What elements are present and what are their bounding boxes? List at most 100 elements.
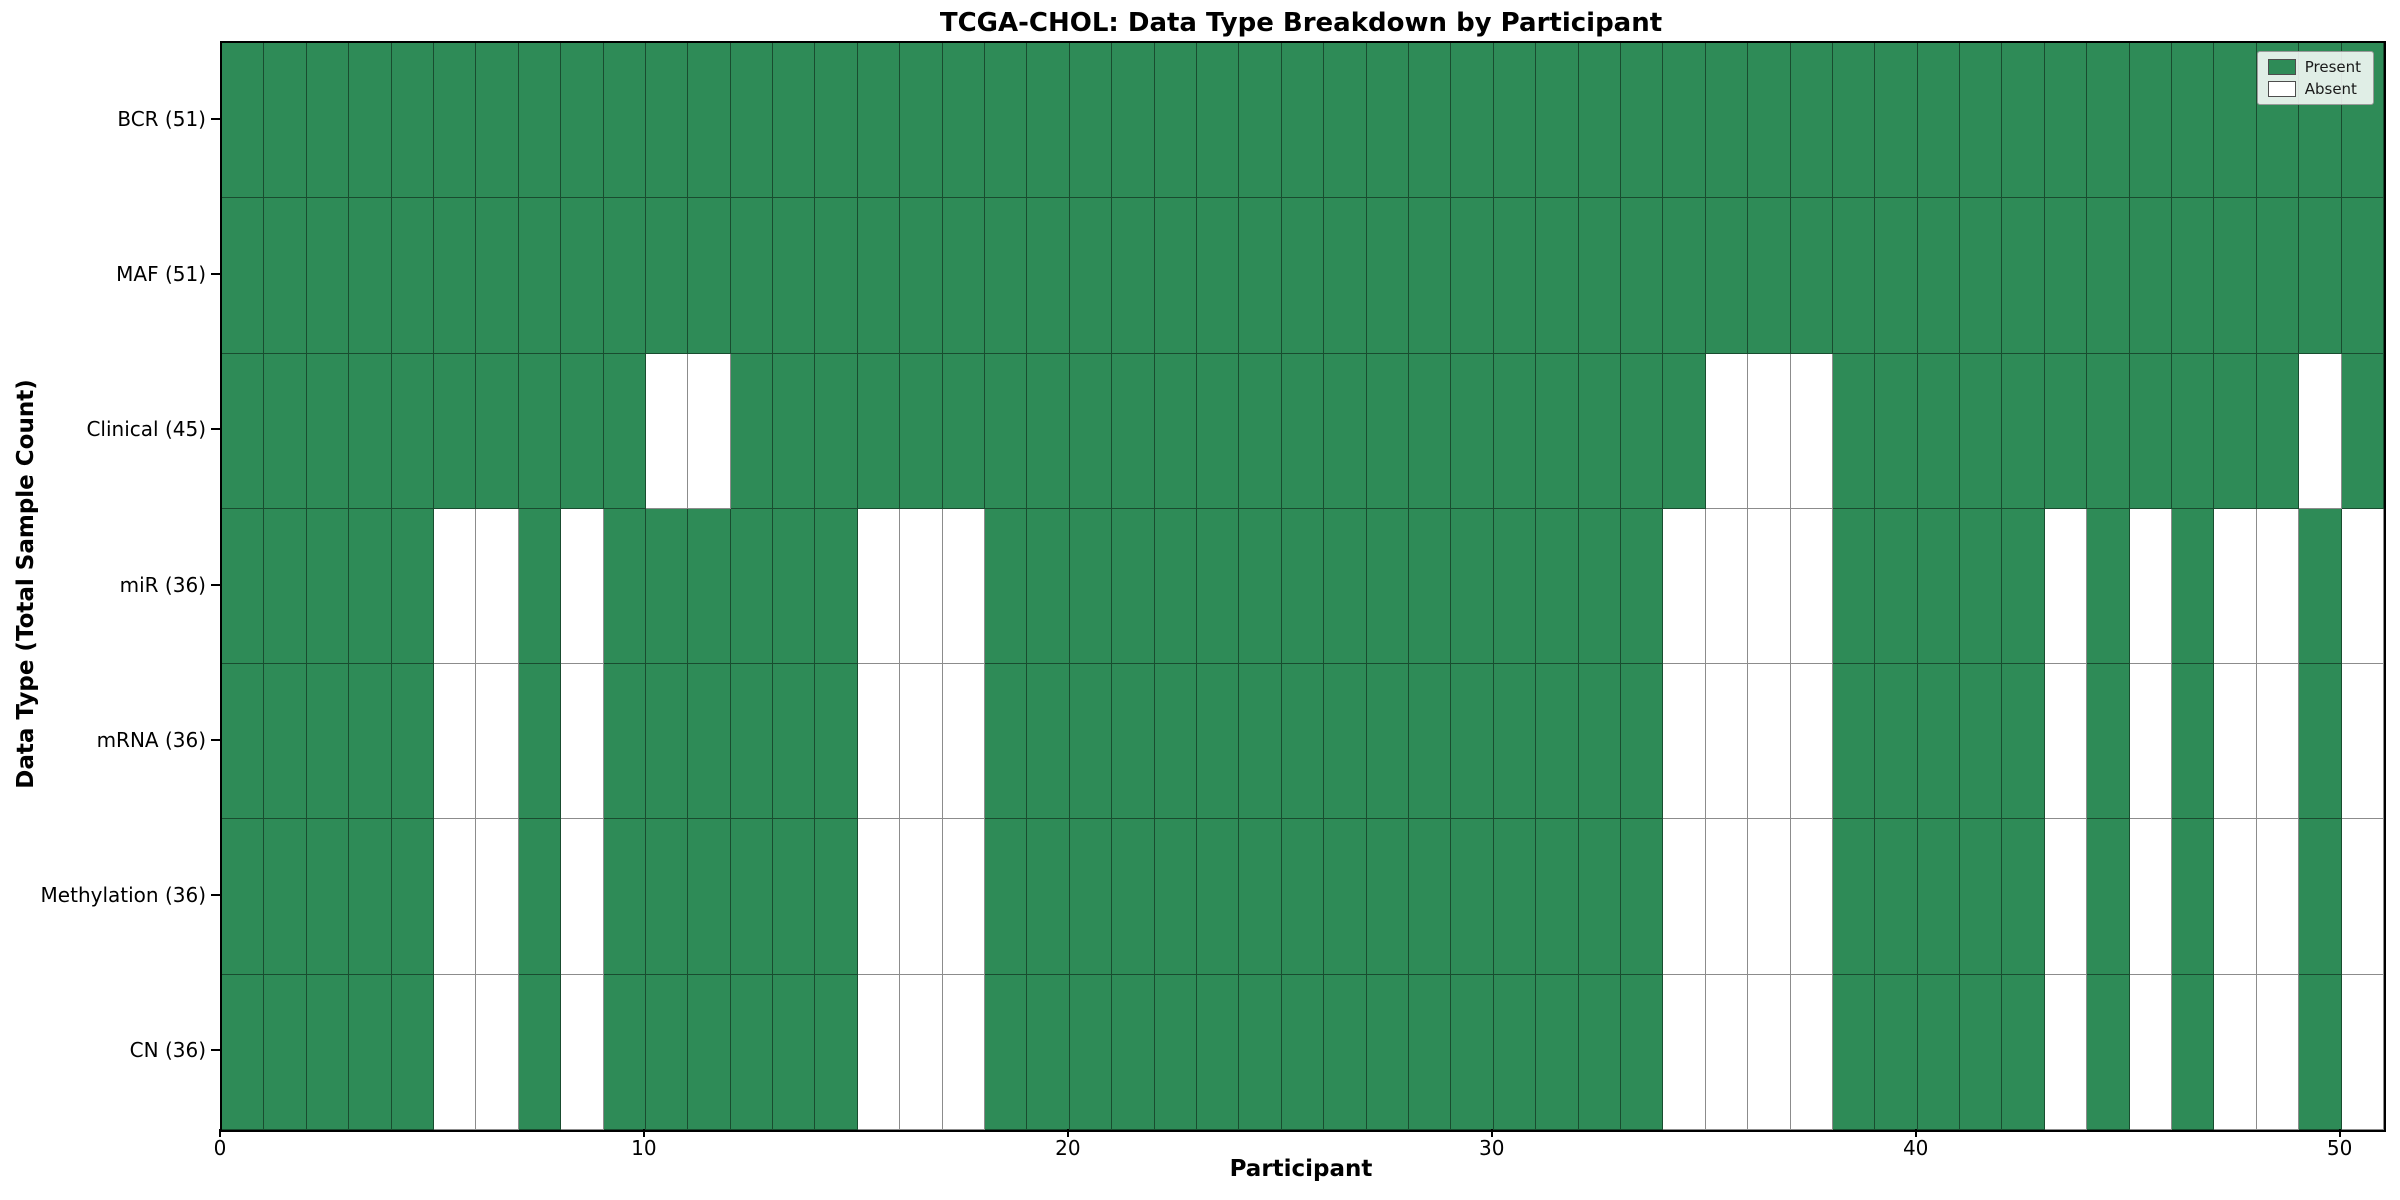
heatmap-cell: [476, 198, 519, 354]
heatmap-cell: [2256, 198, 2300, 354]
heatmap-cell: [1536, 508, 1579, 665]
heatmap-cell: [1960, 819, 2003, 975]
heatmap-cell: [773, 353, 816, 509]
heatmap-cell: [264, 819, 307, 975]
heatmap-cell: [1493, 198, 1537, 354]
heatmap-cell: [476, 508, 519, 665]
heatmap-cell: [2044, 508, 2088, 665]
heatmap-cell: [1112, 43, 1155, 199]
heatmap-cell: [306, 198, 350, 354]
heatmap-cell: [391, 198, 434, 354]
heatmap-cell: [1875, 198, 1918, 354]
heatmap-cell: [1620, 819, 1664, 975]
heatmap-cell: [730, 198, 774, 354]
heatmap-cell: [433, 508, 477, 665]
heatmap-cell: [1875, 819, 1918, 975]
heatmap-cell: [1069, 974, 1113, 1130]
heatmap-cell: [1960, 43, 2003, 199]
heatmap-cell: [1493, 508, 1537, 665]
heatmap-cell: [306, 43, 350, 199]
heatmap-cell: [2002, 198, 2045, 354]
heatmap-cell: [1451, 508, 1494, 665]
heatmap-cell: [688, 664, 731, 820]
heatmap-cell: [2214, 353, 2257, 509]
heatmap-cell: [2087, 198, 2130, 354]
heatmap-cell: [985, 508, 1028, 665]
heatmap-cell: [1790, 353, 1833, 509]
heatmap-cell: [815, 198, 858, 354]
heatmap-cell: [1578, 974, 1621, 1130]
heatmap-cell: [1239, 819, 1282, 975]
heatmap-grid: [222, 43, 2384, 1130]
heatmap-cell: [1832, 353, 1876, 509]
heatmap-cell: [2341, 508, 2384, 665]
heatmap-cell: [900, 43, 943, 199]
heatmap-cell: [1832, 819, 1876, 975]
heatmap-cell: [815, 664, 858, 820]
heatmap-cell: [942, 43, 986, 199]
heatmap-cell: [1451, 43, 1494, 199]
heatmap-cell: [1790, 974, 1833, 1130]
heatmap-cell: [1324, 819, 1367, 975]
heatmap-cell: [1154, 819, 1198, 975]
heatmap-cell: [1790, 664, 1833, 820]
x-axis-label: Participant: [1229, 1156, 1373, 1182]
legend-item-absent: Absent: [2267, 81, 2361, 97]
heatmap-cell: [688, 43, 731, 199]
heatmap-cell: [1493, 664, 1537, 820]
heatmap-cell: [985, 198, 1028, 354]
heatmap-cell: [1197, 198, 1240, 354]
x-tick-mark: [642, 1129, 645, 1137]
heatmap-cell: [1790, 508, 1833, 665]
heatmap-cell: [1663, 974, 1706, 1130]
heatmap-cell: [1578, 508, 1621, 665]
heatmap-cell: [942, 508, 986, 665]
heatmap-cell: [518, 353, 562, 509]
heatmap-cell: [1875, 974, 1918, 1130]
heatmap-cell: [900, 508, 943, 665]
heatmap-cell: [2214, 198, 2257, 354]
heatmap-cell: [1197, 43, 1240, 199]
heatmap-cell: [900, 353, 943, 509]
heatmap-cell: [2299, 508, 2342, 665]
heatmap-cell: [1960, 198, 2003, 354]
heatmap-cell: [1366, 819, 1409, 975]
heatmap-cell: [1281, 974, 1325, 1130]
heatmap-cell: [1154, 353, 1198, 509]
heatmap-cell: [1069, 353, 1113, 509]
legend-label-present: Present: [2304, 57, 2361, 76]
heatmap-cell: [349, 974, 392, 1130]
heatmap-cell: [1875, 664, 1918, 820]
heatmap-cell: [391, 43, 434, 199]
present-swatch: [2267, 59, 2296, 75]
heatmap-cell: [2341, 353, 2384, 509]
heatmap-cell: [857, 974, 901, 1130]
heatmap-cell: [1536, 43, 1579, 199]
heatmap-cell: [1536, 664, 1579, 820]
y-tick-mark: [211, 428, 220, 431]
heatmap-cell: [603, 353, 646, 509]
heatmap-cell: [1197, 974, 1240, 1130]
heatmap-cell: [985, 664, 1028, 820]
heatmap-cell: [773, 974, 816, 1130]
heatmap-cell: [815, 508, 858, 665]
y-tick-mark: [211, 1049, 220, 1052]
heatmap-cell: [1832, 43, 1876, 199]
heatmap-cell: [1493, 974, 1537, 1130]
heatmap-cell: [730, 353, 774, 509]
heatmap-cell: [1366, 664, 1409, 820]
heatmap-cell: [942, 198, 986, 354]
heatmap-cell: [2044, 353, 2088, 509]
y-tick-label: CN (36): [129, 1038, 206, 1063]
heatmap-cell: [1451, 198, 1494, 354]
heatmap-cell: [1197, 664, 1240, 820]
heatmap-cell: [1366, 974, 1409, 1130]
heatmap-cell: [391, 508, 434, 665]
heatmap-cell: [433, 664, 477, 820]
heatmap-cell: [645, 664, 689, 820]
heatmap-cell: [1536, 353, 1579, 509]
heatmap-cell: [815, 43, 858, 199]
heatmap-cell: [857, 198, 901, 354]
heatmap-cell: [2299, 353, 2342, 509]
